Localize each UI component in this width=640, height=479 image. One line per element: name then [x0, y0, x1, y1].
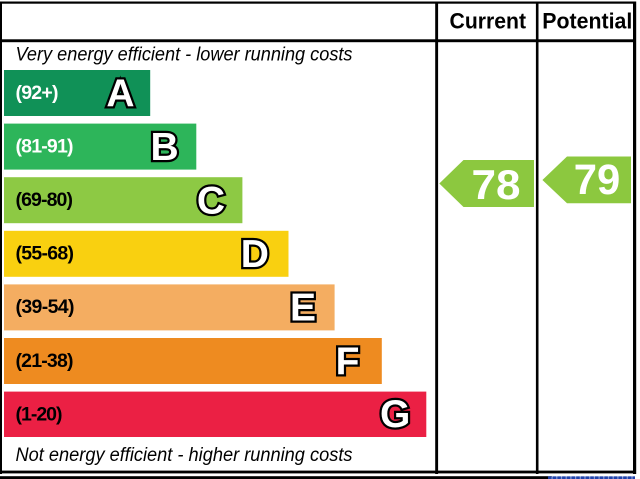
svg-text:Not energy efficient - higher: Not energy efficient - higher running co…	[16, 444, 353, 466]
svg-text:G: G	[380, 393, 410, 436]
svg-text:(92+): (92+)	[16, 82, 59, 104]
svg-text:(69-80): (69-80)	[16, 189, 74, 211]
svg-text:79: 79	[574, 156, 621, 204]
svg-text:(55-68): (55-68)	[16, 243, 75, 265]
svg-text:E: E	[290, 287, 316, 330]
svg-text:(1-20): (1-20)	[16, 403, 63, 425]
svg-text:C: C	[197, 180, 225, 223]
svg-text:Current: Current	[450, 9, 527, 34]
svg-text:Very energy efficient - lower: Very energy efficient - lower running co…	[16, 44, 353, 66]
svg-text:78: 78	[472, 161, 521, 208]
svg-text:(21-38): (21-38)	[16, 350, 74, 372]
svg-text:B: B	[151, 126, 179, 169]
svg-text:(81-91): (81-91)	[16, 135, 74, 157]
svg-text:(39-54): (39-54)	[16, 296, 75, 318]
svg-text:A: A	[106, 72, 134, 115]
svg-text:D: D	[241, 233, 269, 276]
svg-text:Potential: Potential	[542, 9, 632, 34]
svg-text:F: F	[336, 340, 360, 383]
